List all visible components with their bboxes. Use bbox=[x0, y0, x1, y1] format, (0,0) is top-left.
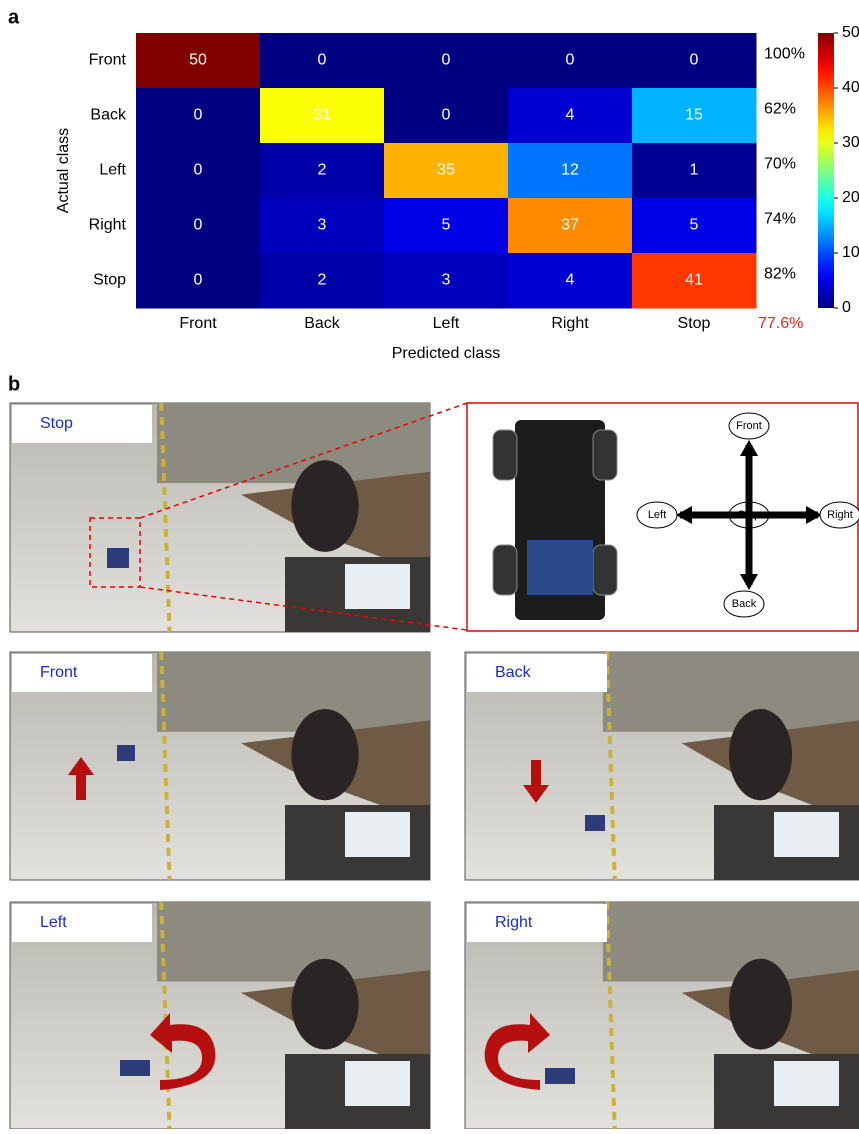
robot-wheel bbox=[593, 430, 617, 480]
y-tick-label: Back bbox=[90, 107, 127, 124]
row-accuracy: 70% bbox=[764, 156, 796, 173]
colorbar-tick-label: 10 bbox=[842, 244, 859, 261]
photo-label: Back bbox=[495, 664, 532, 681]
colorbar-tick-label: 20 bbox=[842, 189, 859, 206]
cell-label: 3 bbox=[442, 272, 451, 289]
overall-accuracy: 77.6% bbox=[758, 315, 803, 332]
cell-label: 0 bbox=[194, 272, 203, 289]
photo-person bbox=[291, 460, 358, 552]
car bbox=[545, 1068, 575, 1084]
photo-inset-screen bbox=[345, 1061, 410, 1106]
label-box bbox=[12, 654, 152, 692]
car bbox=[585, 815, 605, 831]
y-tick-label: Left bbox=[99, 162, 126, 179]
cell-label: 37 bbox=[561, 217, 579, 234]
cell-label: 35 bbox=[437, 162, 455, 179]
diagram-label: Front bbox=[736, 420, 762, 432]
photo-inset-screen bbox=[774, 812, 839, 857]
cell-label: 2 bbox=[318, 272, 327, 289]
cell-label: 0 bbox=[194, 162, 203, 179]
photo-inset-screen bbox=[345, 812, 410, 857]
cell-label: 50 bbox=[189, 52, 207, 69]
x-tick-label: Right bbox=[551, 315, 589, 332]
x-tick-label: Back bbox=[304, 315, 341, 332]
cell-label: 15 bbox=[685, 107, 703, 124]
label-box bbox=[467, 654, 607, 692]
cell-label: 0 bbox=[442, 107, 451, 124]
photo-label: Right bbox=[495, 914, 533, 931]
cell-label: 0 bbox=[690, 52, 699, 69]
cell-label: 0 bbox=[194, 217, 203, 234]
cell-label: 31 bbox=[313, 107, 331, 124]
row-accuracy: 82% bbox=[764, 266, 796, 283]
cell-label: 5 bbox=[690, 217, 699, 234]
photo-wall bbox=[157, 902, 430, 981]
x-tick-label: Stop bbox=[678, 315, 711, 332]
photo-person bbox=[729, 709, 792, 800]
photo-person bbox=[291, 959, 358, 1050]
label-box bbox=[12, 904, 152, 942]
photo-wall bbox=[603, 902, 859, 981]
car bbox=[120, 1060, 150, 1076]
y-axis-label: Actual class bbox=[55, 128, 72, 213]
photo-person bbox=[291, 709, 358, 800]
x-tick-label: Left bbox=[433, 315, 460, 332]
photo-person bbox=[729, 959, 792, 1050]
cell-label: 5 bbox=[442, 217, 451, 234]
panel-label: a bbox=[8, 6, 20, 28]
x-axis-label: Predicted class bbox=[392, 345, 501, 362]
y-tick-label: Stop bbox=[93, 272, 126, 289]
diagram-label: Left bbox=[648, 509, 666, 521]
colorbar bbox=[818, 33, 834, 308]
diagram-label: Back bbox=[732, 598, 757, 610]
label-box bbox=[467, 904, 607, 942]
cell-label: 0 bbox=[318, 52, 327, 69]
cell-label: 3 bbox=[318, 217, 327, 234]
row-accuracy: 62% bbox=[764, 101, 796, 118]
colorbar-tick-label: 30 bbox=[842, 134, 859, 151]
row-accuracy: 74% bbox=[764, 211, 796, 228]
robot-wheel bbox=[493, 430, 517, 480]
cell-label: 4 bbox=[566, 272, 575, 289]
cell-label: 4 bbox=[566, 107, 575, 124]
photo-label: Front bbox=[40, 664, 78, 681]
label-box bbox=[12, 405, 152, 443]
y-tick-label: Front bbox=[89, 52, 127, 69]
photo-inset-screen bbox=[774, 1061, 839, 1106]
cell-label: 0 bbox=[442, 52, 451, 69]
photo-wall bbox=[603, 652, 859, 732]
cell-label: 0 bbox=[566, 52, 575, 69]
cell-label: 12 bbox=[561, 162, 579, 179]
photo-wall bbox=[157, 652, 430, 732]
robot-wheel bbox=[493, 545, 517, 595]
car bbox=[117, 745, 135, 761]
photo-wall bbox=[157, 403, 430, 483]
y-tick-label: Right bbox=[89, 217, 127, 234]
cell-label: 1 bbox=[690, 162, 699, 179]
colorbar-tick-label: 0 bbox=[842, 299, 851, 316]
photo-label: Stop bbox=[40, 415, 73, 432]
diagram-label: Right bbox=[827, 509, 853, 521]
cell-label: 2 bbox=[318, 162, 327, 179]
cell-label: 41 bbox=[685, 272, 703, 289]
colorbar-tick-label: 40 bbox=[842, 79, 859, 96]
row-accuracy: 100% bbox=[764, 46, 805, 63]
photo-inset-screen bbox=[345, 564, 410, 609]
robot-wheel bbox=[593, 545, 617, 595]
robot-board bbox=[527, 540, 593, 595]
colorbar-tick-label: 50 bbox=[842, 24, 859, 41]
panel-label: b bbox=[8, 373, 20, 395]
car bbox=[107, 548, 129, 568]
diagram-label: Stop bbox=[738, 509, 761, 521]
figure: ab50000003104150235121035375023441Front1… bbox=[0, 0, 859, 1129]
x-tick-label: Front bbox=[179, 315, 217, 332]
photo-label: Left bbox=[40, 914, 67, 931]
cell-label: 0 bbox=[194, 107, 203, 124]
